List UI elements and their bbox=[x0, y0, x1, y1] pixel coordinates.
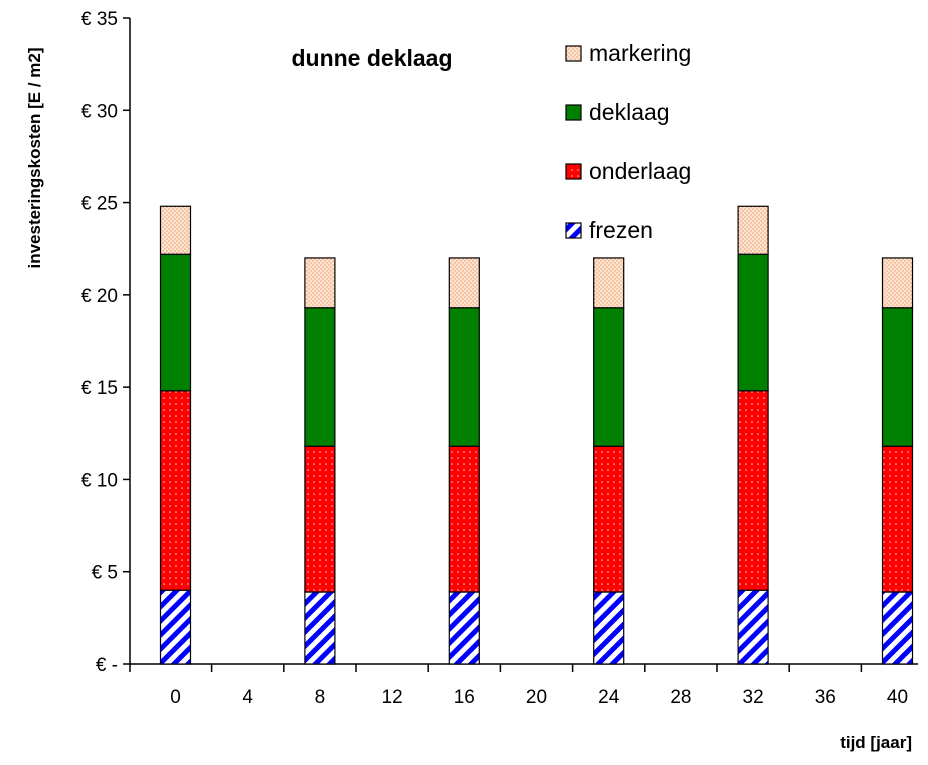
bar-segment-onderlaag bbox=[593, 445, 625, 593]
legend-swatch-deklaag bbox=[565, 104, 582, 121]
legend-label-frezen: frezen bbox=[589, 217, 653, 243]
bar-segment-deklaag bbox=[159, 253, 192, 392]
x-tick-label: 0 bbox=[170, 687, 181, 708]
x-tick-label: 24 bbox=[598, 687, 620, 708]
bar-segment-deklaag bbox=[881, 307, 914, 447]
bar-segment-onderlaag bbox=[448, 445, 480, 593]
bar-segment-markering bbox=[159, 205, 192, 255]
bar-segment-markering bbox=[304, 257, 336, 309]
bar-segment-onderlaag bbox=[737, 390, 769, 591]
plot-area: € - € 5 € 10 € 15 € 20 € 25 € 30 € 35 0 4 8 12 16 20 2… bbox=[81, 9, 918, 708]
x-tick-label: 40 bbox=[887, 687, 908, 708]
x-tick-label: 32 bbox=[743, 687, 764, 708]
y-tick-label: € 30 bbox=[81, 101, 118, 122]
x-tick-label: 4 bbox=[242, 687, 253, 708]
bar-segment-frezen bbox=[304, 591, 336, 665]
bar-segment-markering bbox=[737, 205, 769, 255]
bar-segment-onderlaag bbox=[159, 390, 192, 591]
y-tick-label: € 10 bbox=[81, 470, 118, 491]
x-tick-label: 20 bbox=[526, 687, 547, 708]
y-tick-label: € 5 bbox=[92, 563, 118, 584]
legend-swatch-frezen bbox=[565, 222, 582, 239]
bar-segment-onderlaag bbox=[881, 445, 914, 593]
x-tick-label: 12 bbox=[382, 687, 403, 708]
legend-label-markering: markering bbox=[589, 40, 691, 66]
bar-segment-markering bbox=[448, 257, 480, 309]
bar-segment-deklaag bbox=[737, 253, 769, 392]
bar-segment-markering bbox=[881, 257, 914, 309]
bar-segment-deklaag bbox=[593, 307, 625, 447]
x-tick-label: 36 bbox=[815, 687, 836, 708]
y-tick-label: € 20 bbox=[81, 286, 118, 307]
bar-segment-frezen bbox=[737, 589, 769, 665]
bar-segment-onderlaag bbox=[304, 445, 336, 593]
legend: markering deklaag onderlaag frezen bbox=[565, 40, 691, 243]
y-axis-label: investeringskosten [E / m2] bbox=[25, 47, 44, 268]
legend-label-onderlaag: onderlaag bbox=[589, 158, 691, 184]
bar-segment-frezen bbox=[881, 591, 914, 665]
x-tick-label: 28 bbox=[670, 687, 691, 708]
legend-swatch-markering bbox=[565, 45, 582, 62]
bar-segment-frezen bbox=[593, 591, 625, 665]
y-tick-label: € 35 bbox=[81, 9, 118, 30]
bar-segment-deklaag bbox=[448, 307, 480, 447]
bar-segment-frezen bbox=[448, 591, 480, 665]
y-tick-label: € 25 bbox=[81, 194, 118, 215]
x-tick-label: 8 bbox=[315, 687, 326, 708]
legend-label-deklaag: deklaag bbox=[589, 99, 670, 125]
bar-segment-markering bbox=[593, 257, 625, 309]
chart-title: dunne deklaag bbox=[291, 45, 452, 71]
x-tick-label: 16 bbox=[454, 687, 475, 708]
x-axis-label: tijd [jaar] bbox=[840, 733, 912, 752]
legend-swatch-onderlaag bbox=[565, 163, 582, 180]
y-tick-label: € 15 bbox=[81, 378, 118, 399]
bar-segment-frezen bbox=[159, 589, 192, 665]
bar-segment-deklaag bbox=[304, 307, 336, 447]
y-tick-label: € - bbox=[96, 655, 118, 676]
